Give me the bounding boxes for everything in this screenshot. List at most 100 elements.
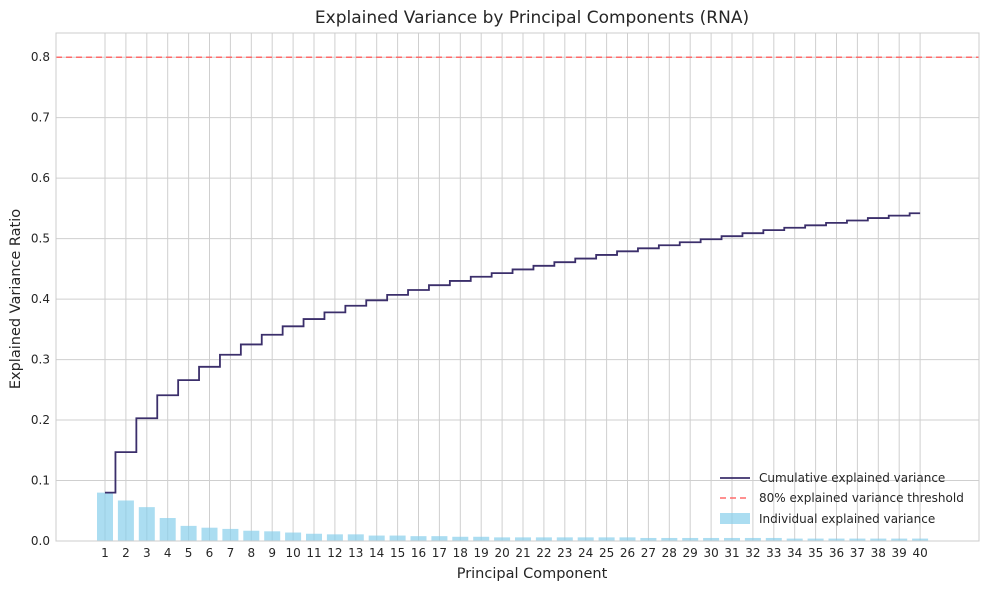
x-tick-label: 13 [348, 546, 363, 560]
x-tick-label: 21 [515, 546, 530, 560]
x-tick-label: 31 [724, 546, 739, 560]
x-tick-label: 3 [143, 546, 151, 560]
bar-individual-variance [703, 537, 720, 541]
bar-individual-variance [494, 537, 511, 541]
bar-individual-variance [744, 537, 761, 541]
x-tick-label: 37 [850, 546, 865, 560]
bar-individual-variance [870, 538, 887, 541]
bar-individual-variance [201, 527, 218, 541]
x-tick-label: 5 [185, 546, 193, 560]
bar-individual-variance [598, 537, 615, 541]
x-tick-label: 17 [432, 546, 447, 560]
bar-individual-variance [577, 537, 594, 541]
bar-individual-variance [138, 507, 155, 541]
y-tick-label: 0.1 [31, 474, 50, 488]
x-tick-label: 34 [787, 546, 802, 560]
bar-individual-variance [159, 518, 176, 541]
y-tick-label: 0.5 [31, 232, 50, 246]
x-tick-label: 32 [745, 546, 760, 560]
x-tick-label: 26 [620, 546, 635, 560]
x-tick-label: 38 [871, 546, 886, 560]
bar-individual-variance [222, 528, 239, 541]
x-tick-label: 19 [474, 546, 489, 560]
bar-individual-variance [431, 536, 448, 541]
y-tick-label: 0.3 [31, 353, 50, 367]
x-tick-label: 33 [766, 546, 781, 560]
x-tick-label: 25 [599, 546, 614, 560]
x-tick-label: 14 [369, 546, 384, 560]
x-tick-label: 4 [164, 546, 172, 560]
x-tick-label: 39 [892, 546, 907, 560]
x-tick-label: 18 [453, 546, 468, 560]
y-axis-title: Explained Variance Ratio [8, 209, 24, 389]
x-tick-label: 22 [536, 546, 551, 560]
bar-individual-variance [807, 538, 824, 541]
bar-individual-variance [473, 536, 490, 541]
plot-frame [55, 32, 980, 542]
x-tick-label: 35 [808, 546, 823, 560]
x-tick-label: 23 [557, 546, 572, 560]
x-tick-label: 36 [829, 546, 844, 560]
legend: Cumulative explained variance 80% explai… [720, 471, 964, 526]
x-tick-label: 2 [122, 546, 130, 560]
bar-individual-variance [410, 536, 427, 541]
x-tick-label: 9 [268, 546, 276, 560]
x-axis-title: Principal Component [457, 566, 608, 582]
cumulative-step-line [105, 212, 921, 494]
bar-individual-variance [891, 538, 908, 541]
bar-individual-variance [117, 500, 134, 541]
y-tick-label: 0.4 [31, 292, 50, 306]
y-tick-label: 0.6 [31, 171, 50, 185]
bar-individual-variance [264, 531, 281, 541]
bar-individual-variance [912, 538, 929, 541]
axes: 0.00.10.20.30.40.50.60.70.81 2 3 4 5 6 7 8 9 10 11… [31, 32, 980, 560]
x-tick-label: 10 [285, 546, 300, 560]
bar-individual-variance [765, 537, 782, 541]
x-tick-label: 24 [578, 546, 593, 560]
bar-individual-variance [515, 537, 531, 541]
bar-individual-variance [724, 537, 740, 541]
bar-individual-variance [556, 537, 573, 541]
x-tick-label: 28 [662, 546, 677, 560]
bar-individual-variance [306, 533, 322, 541]
bar-individual-variance [347, 534, 364, 541]
line-series [56, 56, 979, 494]
x-tick-label: 11 [306, 546, 321, 560]
y-tick-label: 0.2 [31, 413, 50, 427]
x-tick-label: 15 [390, 546, 405, 560]
x-tick-label: 16 [411, 546, 426, 560]
legend-label-individual: Individual explained variance [759, 512, 935, 526]
x-tick-label: 12 [327, 546, 342, 560]
bar-individual-variance [535, 537, 552, 541]
chart-title: Explained Variance by Principal Componen… [315, 8, 749, 28]
bar-individual-variance [849, 538, 866, 541]
y-tick-label: 0.8 [31, 50, 50, 64]
grid-lines [56, 33, 979, 542]
bar-individual-variance [661, 537, 678, 541]
y-tick-label: 0.0 [31, 534, 50, 548]
bar-individual-variance [97, 492, 113, 541]
bar-series [97, 492, 929, 541]
x-tick-label: 7 [227, 546, 235, 560]
bar-individual-variance [326, 534, 343, 541]
x-tick-label: 6 [206, 546, 214, 560]
x-tick-label: 29 [683, 546, 698, 560]
bar-individual-variance [389, 535, 406, 541]
x-tick-label: 40 [912, 546, 927, 560]
x-tick-label: 30 [703, 546, 718, 560]
x-tick-label: 8 [247, 546, 255, 560]
bar-individual-variance [640, 537, 657, 541]
bar-individual-variance [285, 532, 302, 541]
x-tick-label: 20 [494, 546, 509, 560]
bar-individual-variance [828, 538, 845, 541]
bar-individual-variance [368, 535, 385, 541]
bar-individual-variance [786, 538, 803, 541]
bar-individual-variance [619, 537, 636, 541]
x-tick-label: 27 [641, 546, 656, 560]
x-tick-label: 1 [101, 546, 109, 560]
legend-label-cumulative: Cumulative explained variance [759, 471, 945, 485]
y-tick-label: 0.7 [31, 111, 50, 125]
bar-individual-variance [452, 536, 469, 541]
